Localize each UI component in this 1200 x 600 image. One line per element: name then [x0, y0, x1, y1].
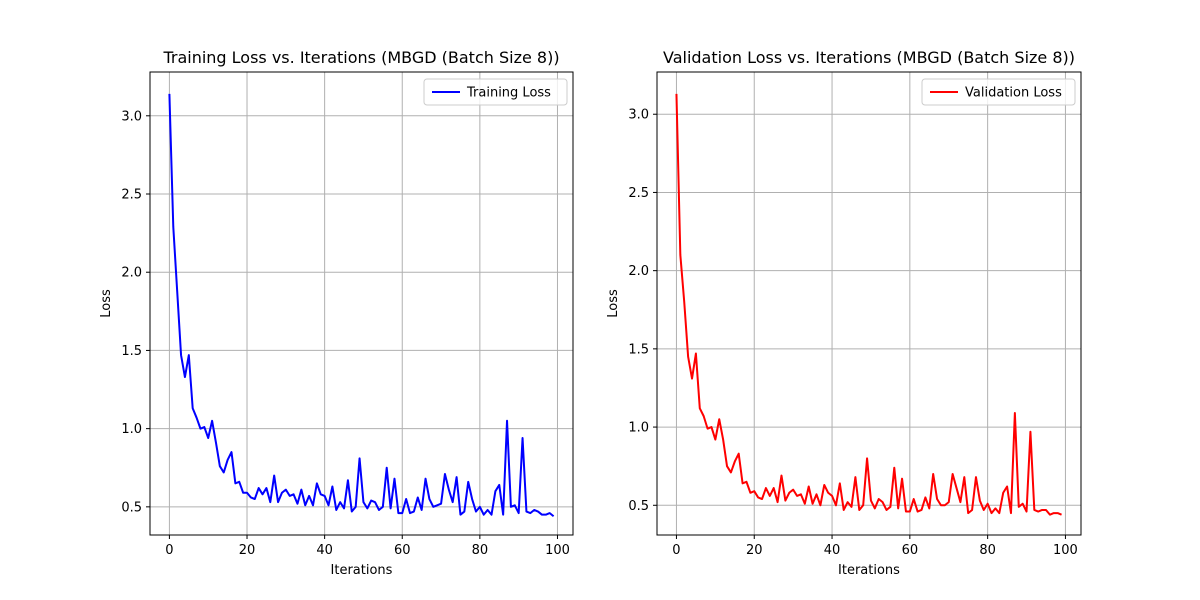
training-legend-box — [423, 78, 568, 106]
training-y-tick-label: 2.0 — [121, 266, 142, 281]
validation-x-tick-label: 40 — [824, 543, 841, 558]
training-x-tick-label: 60 — [394, 543, 411, 558]
training-y-tick-label: 3.0 — [121, 109, 142, 124]
validation-x-tick-label: 80 — [979, 543, 996, 558]
training-x-axis-label: Iterations — [331, 563, 393, 578]
validation-y-tick-label: 3.0 — [628, 108, 649, 123]
training-x-tick-label: 40 — [316, 543, 333, 558]
training-y-axis-label: Loss — [99, 289, 114, 318]
validation-y-tick-label: 1.0 — [628, 421, 649, 436]
training-loss-panel: 0 20 40 60 80 100 0.5 1.0 1.5 2.0 2.5 3.0 Training L… — [99, 48, 574, 578]
validation-y-axis-label: Loss — [606, 289, 621, 318]
training-x-tick-label: 20 — [239, 543, 256, 558]
training-y-tick-label: 2.5 — [121, 188, 142, 203]
validation-y-tick-label: 2.5 — [628, 186, 649, 201]
training-x-tick-label: 100 — [545, 543, 570, 558]
validation-legend-label: Validation Loss — [965, 86, 1062, 101]
validation-y-tick-label: 2.0 — [628, 264, 649, 279]
training-y-tick-label: 0.5 — [121, 500, 142, 515]
training-loss-line — [168, 93, 555, 518]
validation-y-tick-label: 1.5 — [628, 342, 649, 357]
validation-axes-frame — [656, 71, 1082, 536]
training-y-tick-label: 1.0 — [121, 422, 142, 437]
validation-legend-box — [921, 78, 1076, 106]
validation-x-tick-label: 20 — [746, 543, 763, 558]
training-axes-frame — [149, 71, 574, 536]
training-x-tick-label: 80 — [472, 543, 489, 558]
validation-x-tick-label: 0 — [672, 543, 680, 558]
training-chart-title: Training Loss vs. Iterations (MBGD (Batc… — [162, 48, 559, 67]
validation-loss-panel: 0 20 40 60 80 100 0.5 1.0 1.5 2.0 2.5 3.0 Validation… — [606, 48, 1082, 578]
training-legend-label: Training Loss — [466, 86, 551, 101]
validation-x-tick-label: 100 — [1053, 543, 1078, 558]
validation-x-axis-label: Iterations — [838, 563, 900, 578]
validation-loss-line — [675, 93, 1062, 516]
training-y-tick-label: 1.5 — [121, 344, 142, 359]
validation-chart-title: Validation Loss vs. Iterations (MBGD (Ba… — [663, 48, 1075, 67]
validation-x-tick-label: 60 — [902, 543, 919, 558]
validation-y-tick-label: 0.5 — [628, 499, 649, 514]
training-x-tick-label: 0 — [165, 543, 173, 558]
